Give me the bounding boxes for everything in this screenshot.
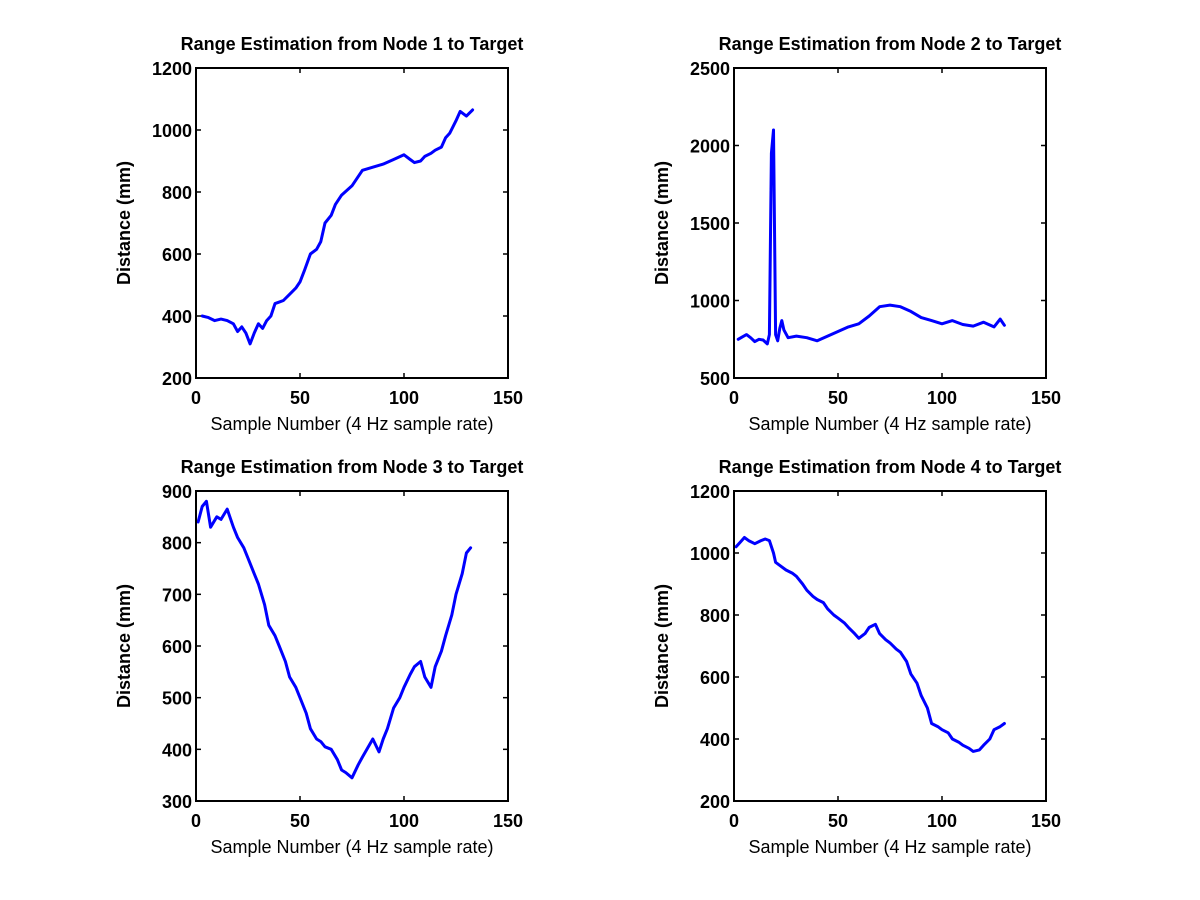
y-tick-label: 400: [162, 307, 192, 327]
y-tick-label: 600: [700, 668, 730, 688]
x-tick-label: 0: [729, 811, 739, 831]
series-line-node-3: [196, 499, 473, 780]
x-tick-label: 100: [927, 388, 957, 408]
y-axis-label: Distance (mm): [652, 584, 672, 708]
x-tick-label: 150: [493, 811, 523, 831]
x-axis-label: Sample Number (4 Hz sample rate): [210, 837, 493, 857]
y-tick-label: 400: [700, 730, 730, 750]
y-tick-label: 1200: [152, 59, 192, 79]
plot-area-frame: [195, 67, 509, 379]
chart-title: Range Estimation from Node 3 to Target: [181, 457, 524, 477]
y-tick-label: 1500: [690, 214, 730, 234]
x-axis-label: Sample Number (4 Hz sample rate): [748, 837, 1031, 857]
y-tick-label: 900: [162, 482, 192, 502]
subplot-4: 0 50 100 150 200 400 600 800 1000 1200 Range Estim…: [652, 457, 1061, 857]
y-tick-label: 600: [162, 637, 192, 657]
x-axis-label: Sample Number (4 Hz sample rate): [210, 414, 493, 434]
y-tick-label: 500: [162, 689, 192, 709]
y-tick-label: 700: [162, 585, 192, 605]
y-tick-label: 800: [700, 606, 730, 626]
x-tick-label: 0: [191, 811, 201, 831]
plot-area-frame: [733, 67, 1047, 379]
x-tick-label: 100: [389, 388, 419, 408]
y-tick-label: 800: [162, 183, 192, 203]
x-tick-label: 50: [828, 811, 848, 831]
y-tick-label: 400: [162, 740, 192, 760]
y-axis-label: Distance (mm): [114, 161, 134, 285]
chart-title: Range Estimation from Node 1 to Target: [181, 34, 524, 54]
series-line-node-1: [200, 108, 475, 346]
plot-area-frame: [195, 490, 509, 802]
chart-title: Range Estimation from Node 2 to Target: [719, 34, 1062, 54]
plot-area-frame: [733, 490, 1047, 802]
x-tick-label: 0: [191, 388, 201, 408]
series-line-node-4: [734, 536, 1006, 753]
y-tick-label: 1000: [690, 292, 730, 312]
y-tick-label: 200: [162, 369, 192, 389]
x-tick-label: 150: [493, 388, 523, 408]
x-tick-label: 50: [290, 388, 310, 408]
y-axis-label: Distance (mm): [652, 161, 672, 285]
y-tick-label: 800: [162, 534, 192, 554]
x-tick-label: 150: [1031, 811, 1061, 831]
y-tick-label: 1200: [690, 482, 730, 502]
y-tick-label: 1000: [152, 121, 192, 141]
y-tick-label: 200: [700, 792, 730, 812]
x-tick-label: 50: [290, 811, 310, 831]
x-tick-label: 50: [828, 388, 848, 408]
x-tick-label: 150: [1031, 388, 1061, 408]
y-tick-label: 1000: [690, 544, 730, 564]
y-tick-label: 2500: [690, 59, 730, 79]
subplot-3: 0 50 100 150 300 400 500 600 700 800 900 Range Esti…: [114, 457, 523, 857]
y-tick-label: 500: [700, 369, 730, 389]
y-tick-label: 600: [162, 245, 192, 265]
x-tick-label: 100: [927, 811, 957, 831]
subplot-2: 0 50 100 150 500 1000 1500 2000 2500 Range Estima…: [652, 34, 1061, 434]
y-tick-label: 2000: [690, 137, 730, 157]
series-line-node-2: [736, 128, 1006, 346]
chart-title: Range Estimation from Node 4 to Target: [719, 457, 1062, 477]
y-axis-label: Distance (mm): [114, 584, 134, 708]
x-tick-label: 0: [729, 388, 739, 408]
x-axis-label: Sample Number (4 Hz sample rate): [748, 414, 1031, 434]
subplot-1: 0 50 100 150 200 400 600 800 1000 1200 Range Estim…: [114, 34, 523, 434]
y-tick-label: 300: [162, 792, 192, 812]
x-tick-label: 100: [389, 811, 419, 831]
